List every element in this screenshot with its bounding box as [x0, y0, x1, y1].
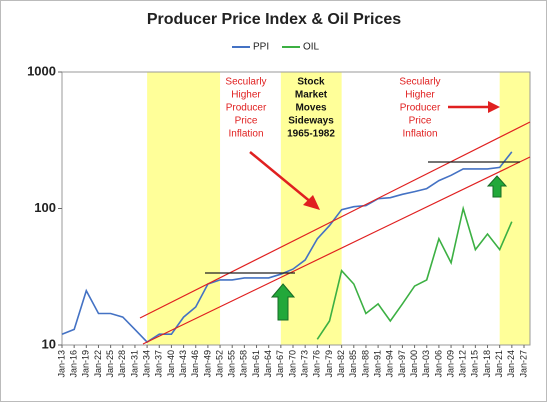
legend-label: PPI [253, 42, 269, 53]
x-tick-label: Jan-79 [324, 350, 334, 378]
annotation: Market [295, 90, 328, 101]
annotation: Inflation [228, 129, 263, 140]
x-tick-label: Jan-61 [251, 350, 261, 378]
x-tick-label: Jan-58 [239, 350, 249, 378]
legend-label: OIL [303, 42, 320, 53]
series-line [61, 151, 513, 344]
x-tick-label: Jan-25 [105, 350, 115, 378]
up-arrow [270, 283, 296, 321]
annotation: 1965-1982 [287, 129, 335, 140]
annotation: Price [235, 116, 258, 127]
arrow-head [488, 101, 500, 113]
x-tick-label: Jan-70 [287, 350, 297, 378]
annotation: Secularly [399, 77, 440, 88]
decorations [139, 101, 531, 345]
series-line [316, 205, 513, 340]
x-tick-label: Jan-31 [129, 350, 139, 378]
x-tick-label: Jan-82 [336, 350, 346, 378]
annotation: Sideways [288, 116, 334, 127]
annotation: Stock [297, 77, 325, 88]
annotation: Higher [231, 90, 261, 101]
x-tick-label: Jan-34 [141, 350, 151, 378]
x-tick-label: Jan-46 [190, 350, 200, 378]
shaded-period [280, 72, 342, 345]
up-arrow [486, 175, 508, 198]
x-tick-label: Jan-09 [445, 350, 455, 378]
x-tick-label: Jan-03 [421, 350, 431, 378]
x-tick-label: Jan-49 [202, 350, 212, 378]
x-tick-label: Jan-43 [178, 350, 188, 378]
annotation: Inflation [402, 129, 437, 140]
y-tick-label: 10 [42, 336, 56, 351]
x-tick-label: Jan-85 [348, 350, 358, 378]
annotation: Price [409, 116, 432, 127]
legend: PPI OIL [232, 42, 320, 53]
x-tick-label: Jan-28 [117, 350, 127, 378]
trend-line [139, 121, 531, 319]
shading [147, 72, 530, 345]
x-tick-label: Jan-00 [409, 350, 419, 378]
x-tick-label: Jan-27 [518, 350, 528, 378]
x-tick-label: Jan-94 [385, 350, 395, 378]
x-tick-label: Jan-88 [360, 350, 370, 378]
x-tick-label: Jan-73 [300, 350, 310, 378]
trend-line [142, 156, 531, 345]
x-tick-label: Jan-24 [506, 350, 516, 378]
arrow-head [303, 195, 320, 210]
x-tick-label: Jan-19 [81, 350, 91, 378]
x-tick-label: Jan-21 [494, 350, 504, 378]
y-tick-label: 1000 [27, 63, 56, 78]
x-tick-label: Jan-67 [275, 350, 285, 378]
shaded-period [499, 72, 530, 345]
annotation: Producer [400, 103, 441, 114]
x-tick-label: Jan-55 [227, 350, 237, 378]
x-tick-label: Jan-06 [433, 350, 443, 378]
x-tick-label: Jan-15 [470, 350, 480, 378]
annotations: Secularly Higher Producer Price Inflation Sto… [225, 77, 441, 140]
x-tick-label: Jan-12 [458, 350, 468, 378]
x-tick-label: Jan-76 [312, 350, 322, 378]
x-tick-label: Jan-18 [482, 350, 492, 378]
annotation: Producer [226, 103, 267, 114]
x-tick-label: Jan-16 [69, 350, 79, 378]
arrow [249, 151, 313, 204]
x-tick-label: Jan-37 [154, 350, 164, 378]
y-tick-label: 100 [34, 200, 56, 215]
x-tick-label: Jan-40 [166, 350, 176, 378]
shaded-period [147, 72, 221, 345]
annotation: Moves [295, 103, 327, 114]
annotation: Higher [405, 90, 435, 101]
chart-title: Producer Price Index & Oil Prices [147, 11, 401, 28]
annotation: Secularly [225, 77, 266, 88]
x-tick-label: Jan-13 [56, 350, 66, 378]
x-tick-label: Jan-52 [214, 350, 224, 378]
x-tick-label: Jan-91 [372, 350, 382, 378]
x-tick-label: Jan-22 [93, 350, 103, 378]
x-tick-label: Jan-97 [397, 350, 407, 378]
x-tick-label: Jan-64 [263, 350, 273, 378]
